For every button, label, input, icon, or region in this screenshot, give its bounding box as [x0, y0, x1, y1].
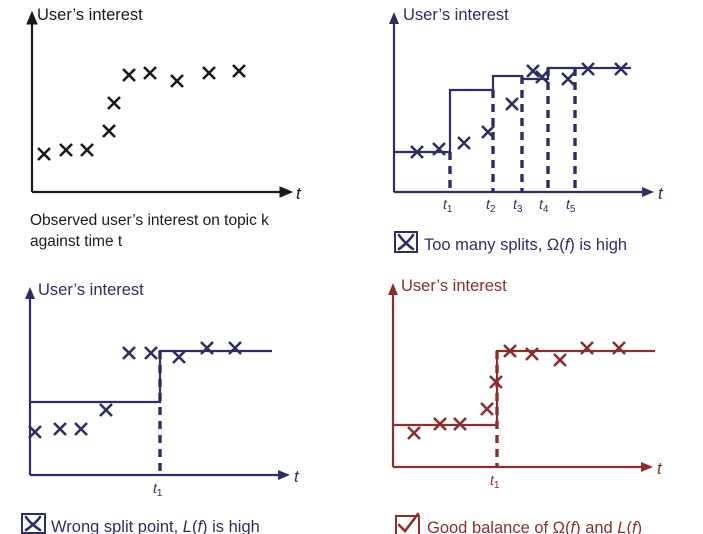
svg-text:User’s interest: User’s interest: [401, 277, 507, 295]
svg-text:t: t: [657, 459, 663, 478]
svg-text:t4: t4: [539, 196, 549, 215]
svg-text:Too many splits, Ω(f) is high: Too many splits, Ω(f) is high: [424, 236, 627, 254]
svg-text:t1: t1: [153, 480, 163, 499]
svg-text:t1: t1: [490, 472, 500, 491]
svg-text:t1: t1: [443, 196, 453, 215]
svg-text:User’s interest: User’s interest: [37, 6, 143, 24]
svg-text:Good balance of Ω(f) and L(f): Good balance of Ω(f) and L(f): [427, 519, 642, 534]
svg-text:t3: t3: [513, 196, 523, 215]
svg-text:User’s interest: User’s interest: [403, 6, 509, 24]
svg-text:Observed user’s interest on to: Observed user’s interest on topic k: [30, 212, 269, 229]
svg-text:t5: t5: [566, 196, 576, 215]
svg-text:t: t: [296, 184, 302, 203]
svg-text:t2: t2: [486, 196, 496, 215]
svg-text:User’s interest: User’s interest: [38, 281, 144, 299]
svg-text:against time t: against time t: [30, 233, 123, 250]
svg-text:t: t: [658, 184, 664, 203]
svg-text:Wrong split point, L(f) is hig: Wrong split point, L(f) is high: [51, 518, 260, 534]
svg-text:t: t: [294, 467, 300, 486]
